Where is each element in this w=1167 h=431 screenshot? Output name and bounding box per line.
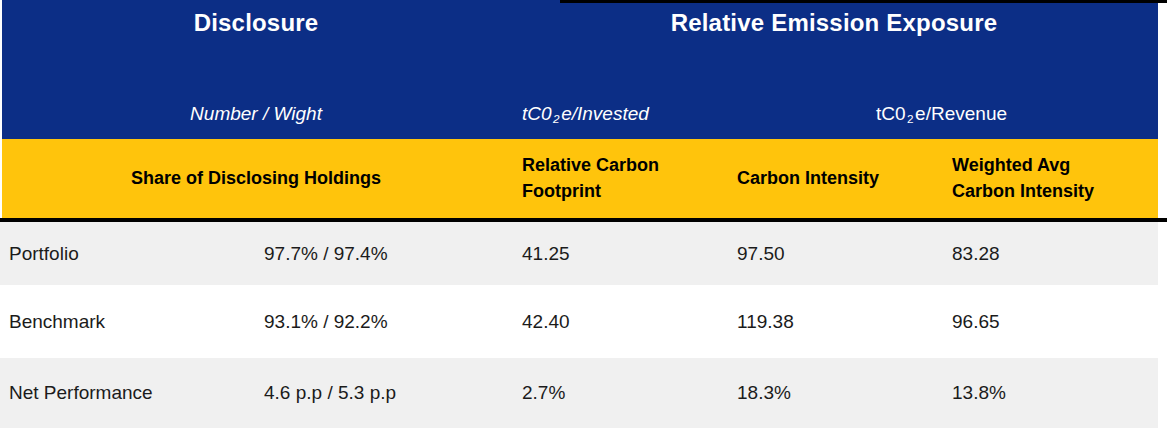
- header-group-row: Disclosure Relative Emission Exposure: [2, 0, 1158, 37]
- row-label: Portfolio: [0, 243, 252, 265]
- header-group-relative-emission-exposure: Relative Emission Exposure: [510, 9, 1158, 37]
- unit-revenue-suffix: e/Revenue: [915, 103, 1007, 124]
- table-body: Portfolio 97.7% / 97.4% 41.25 97.50 83.2…: [0, 222, 1167, 428]
- cell-weighted-avg-carbon-intensity: 96.65: [940, 311, 1158, 333]
- header-group-disclosure: Disclosure: [2, 9, 510, 37]
- top-border-line: [560, 0, 1167, 3]
- unit-number-weight: Number / Wight: [2, 103, 510, 125]
- cell-relative-carbon-footprint: 2.7%: [510, 382, 725, 404]
- unit-tco2e-revenue: tC02e/Revenue: [725, 103, 1158, 125]
- cell-disclosure-value: 4.6 p.p / 5.3 p.p: [252, 382, 510, 404]
- cell-weighted-avg-carbon-intensity: 83.28: [940, 243, 1158, 265]
- column-header-band: Share of Disclosing Holdings Relative Ca…: [2, 139, 1158, 218]
- cell-carbon-intensity: 18.3%: [725, 382, 940, 404]
- table-row-net-performance: Net Performance 4.6 p.p / 5.3 p.p 2.7% 1…: [0, 358, 1158, 428]
- cell-relative-carbon-footprint: 42.40: [510, 311, 725, 333]
- column-header-weighted-avg-carbon-intensity-text: Weighted Avg Carbon Intensity: [952, 153, 1110, 203]
- column-header-relative-carbon-footprint: Relative Carbon Footprint: [510, 153, 725, 203]
- table-row-portfolio: Portfolio 97.7% / 97.4% 41.25 97.50 83.2…: [0, 222, 1158, 285]
- cell-weighted-avg-carbon-intensity: 13.8%: [940, 382, 1158, 404]
- column-header-weighted-avg-carbon-intensity: Weighted Avg Carbon Intensity: [940, 153, 1158, 203]
- table-row-benchmark: Benchmark 93.1% / 92.2% 42.40 119.38 96.…: [0, 285, 1158, 358]
- unit-invested-prefix: tC0: [522, 103, 552, 124]
- row-label: Benchmark: [0, 311, 252, 333]
- cell-carbon-intensity: 97.50: [725, 243, 940, 265]
- row-label: Net Performance: [0, 382, 252, 404]
- column-header-carbon-intensity: Carbon Intensity: [725, 168, 940, 189]
- unit-invested-subscript: 2: [553, 112, 560, 125]
- column-header-share-of-disclosing-holdings: Share of Disclosing Holdings: [2, 168, 510, 189]
- cell-relative-carbon-footprint: 41.25: [510, 243, 725, 265]
- unit-revenue-prefix: tC0: [876, 103, 906, 124]
- cell-disclosure-value: 97.7% / 97.4%: [252, 243, 510, 265]
- unit-row: Number / Wight tC02e/Invested tC02e/Reve…: [2, 103, 1158, 139]
- column-header-relative-carbon-footprint-text: Relative Carbon Footprint: [522, 153, 680, 203]
- unit-invested-suffix: e/Invested: [561, 103, 649, 124]
- cell-disclosure-value: 93.1% / 92.2%: [252, 311, 510, 333]
- cell-carbon-intensity: 119.38: [725, 311, 940, 333]
- table-header-band: Disclosure Relative Emission Exposure Nu…: [2, 0, 1158, 139]
- unit-tco2e-invested: tC02e/Invested: [510, 103, 725, 125]
- unit-revenue-subscript: 2: [907, 112, 914, 125]
- emissions-exposure-table: Disclosure Relative Emission Exposure Nu…: [0, 0, 1167, 431]
